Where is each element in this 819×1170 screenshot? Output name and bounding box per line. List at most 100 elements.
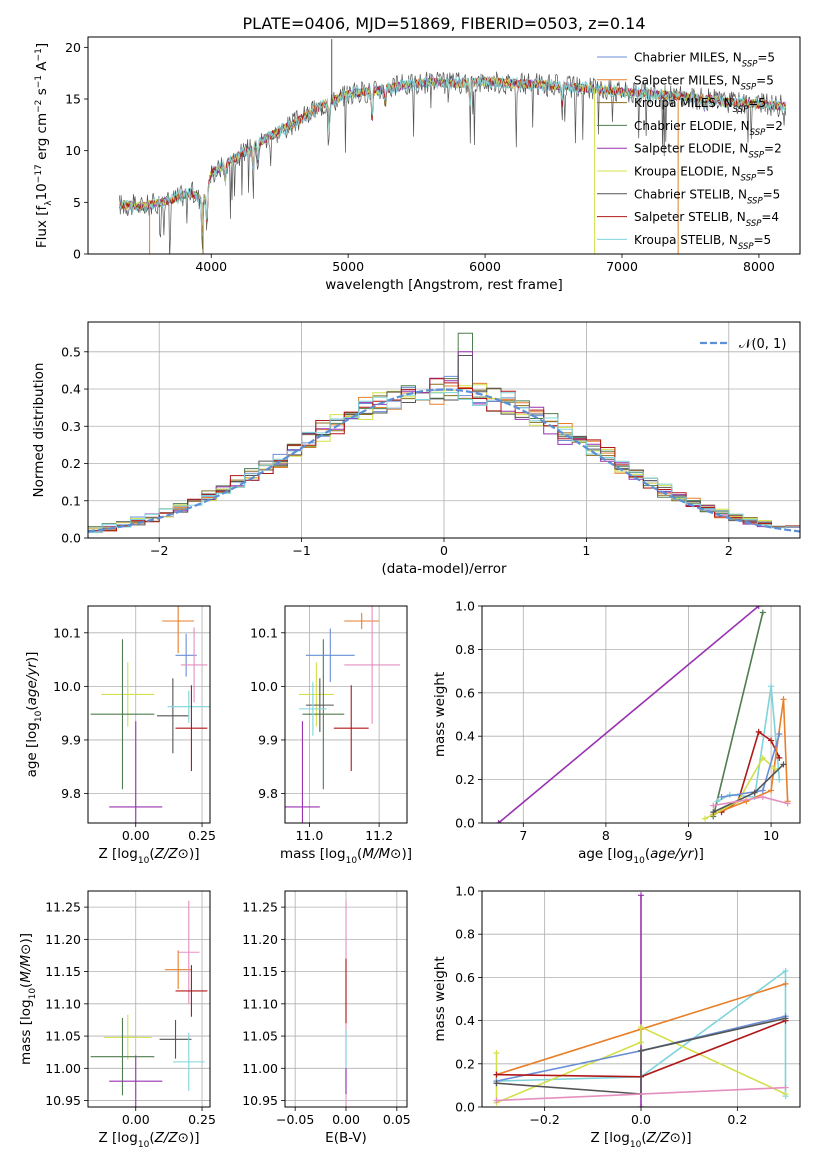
legend-label: Chabrier MILES, NSSP=5 xyxy=(634,51,775,70)
x-tick-label: 1 xyxy=(582,543,590,558)
x-tick-label: 0.2 xyxy=(727,1112,747,1127)
data-point xyxy=(768,737,775,744)
grid-layer xyxy=(285,606,407,823)
x-axis-label: Z [log10(Z/Z⊙)] xyxy=(98,846,199,866)
data-point xyxy=(638,1047,644,1054)
x-tick-label: −1 xyxy=(292,543,310,558)
x-tick-label: 0.00 xyxy=(332,1112,360,1127)
x-tick-label: 2 xyxy=(725,543,733,558)
y-tick-label: 11.05 xyxy=(45,1029,81,1044)
data-point xyxy=(776,731,783,738)
x-tick-label: 0.0 xyxy=(631,1112,651,1127)
y-tick-label: 11.20 xyxy=(242,932,278,947)
y-tick-label: 10.95 xyxy=(242,1093,278,1108)
axes-frame xyxy=(87,605,211,824)
x-axis-label: wavelength [Angstrom, rest frame] xyxy=(325,277,563,293)
series-line xyxy=(712,612,764,817)
x-tick-label: 11.2 xyxy=(365,828,393,843)
x-axis-label: E(B-V) xyxy=(325,1130,367,1146)
panel-age-vs-mass: 11.0 11.2 9.8 9.9 10.0 10.1 mass [log10(M/M⊙)] xyxy=(250,605,412,866)
y-tick-label: 0.4 xyxy=(455,729,475,744)
y-axis-label: mass weight xyxy=(432,956,448,1041)
data-point xyxy=(493,1097,500,1104)
axes-frame xyxy=(284,890,408,1108)
y-tick-label: 0.4 xyxy=(61,382,81,397)
x-tick-label: 0.00 xyxy=(122,1112,150,1127)
data-point xyxy=(780,761,787,768)
y-tick-label: 0.3 xyxy=(61,419,81,434)
y-tick-label: 0.0 xyxy=(455,1100,475,1115)
histogram-kroupa-stelib xyxy=(88,392,800,534)
y-tick-label: 9.9 xyxy=(61,732,81,747)
series-line xyxy=(496,969,787,1097)
data-point xyxy=(776,754,783,761)
panel-residuals: −2 −1 0 1 2 0.0 0.1 0.2 0.3 0.4 0.5 (data-model)/er… xyxy=(31,321,801,577)
x-tick-label: 11.0 xyxy=(295,828,323,843)
y-tick-label: 0.5 xyxy=(61,344,81,359)
x-tick-label: −0.05 xyxy=(276,1112,314,1127)
data-point xyxy=(782,1084,789,1091)
data-point xyxy=(495,820,502,823)
x-tick-label: 7 xyxy=(519,828,527,843)
legend-label: Kroupa MILES, NSSP=5 xyxy=(634,96,766,115)
data-point xyxy=(638,1039,644,1046)
y-tick-label: 5 xyxy=(73,195,81,210)
data-point xyxy=(710,809,717,816)
data-point xyxy=(755,728,762,735)
legend-label: Chabrier STELIB, NSSP=5 xyxy=(634,187,780,206)
y-tick-label: 10.1 xyxy=(250,625,278,640)
panel-mass-vs-EBV: −0.05 0.00 0.05 10.95 11.00 11.05 11.10 11.15 11… xyxy=(242,890,411,1146)
axes-frame xyxy=(284,605,408,824)
grid-layer xyxy=(482,605,800,824)
y-tick-label: 0.8 xyxy=(455,642,475,657)
axes-frame xyxy=(87,321,801,539)
legend-label: 𝒩(0, 1) xyxy=(739,337,786,352)
y-tick-label: 10.0 xyxy=(250,679,278,694)
data-point xyxy=(772,765,779,772)
data-point xyxy=(493,1050,500,1056)
plot-area xyxy=(90,606,210,823)
y-tick-label: 0.6 xyxy=(455,970,475,985)
data-point xyxy=(718,793,725,800)
y-tick-label: 0.2 xyxy=(455,1056,475,1071)
y-tick-label: 0.1 xyxy=(61,493,81,508)
y-tick-label: 9.9 xyxy=(258,732,278,747)
x-axis-label: Z [log10(Z/Z⊙)] xyxy=(98,1130,199,1150)
plot-area xyxy=(90,900,208,1107)
y-tick-label: 0.0 xyxy=(61,531,81,546)
axes-frame xyxy=(481,890,801,1108)
x-tick-label: 0.05 xyxy=(383,1112,411,1127)
y-tick-label: 10.95 xyxy=(45,1093,81,1108)
axes-frame xyxy=(87,890,211,1108)
y-tick-label: 11.25 xyxy=(45,900,81,915)
y-tick-label: 10.0 xyxy=(53,679,81,694)
y-tick-label: 10.1 xyxy=(53,625,81,640)
y-tick-label: 0.8 xyxy=(455,927,475,942)
data-point xyxy=(782,1091,789,1098)
panel-spectrum: 4000 5000 6000 7000 8000 0 5 10 15 20 wavelength [… xyxy=(34,36,801,293)
y-axis-label: mass weight xyxy=(432,672,448,757)
x-tick-label: 0.25 xyxy=(188,828,216,843)
legend-label: Kroupa ELODIE, NSSP=5 xyxy=(634,165,774,184)
plot-area xyxy=(493,892,789,1107)
x-tick-label: 6000 xyxy=(469,259,501,274)
data-point xyxy=(755,606,762,609)
y-tick-label: 0.4 xyxy=(455,1013,475,1028)
x-tick-label: 7000 xyxy=(606,259,638,274)
data-point xyxy=(638,892,644,899)
data-point xyxy=(768,787,775,794)
data-point xyxy=(759,793,766,800)
plot-area xyxy=(285,606,401,823)
y-tick-label: 11.25 xyxy=(242,900,278,915)
y-tick-label: 0.6 xyxy=(455,685,475,700)
y-tick-label: 0.0 xyxy=(455,816,475,831)
y-tick-label: 11.15 xyxy=(45,964,81,979)
y-tick-label: 11.00 xyxy=(45,1061,81,1076)
panel-age-vs-Z: 0.00 0.25 9.8 9.9 10.0 10.1 Z [log10(Z/Z⊙)] age… xyxy=(24,605,216,866)
data-point xyxy=(493,1080,500,1087)
axes-frame xyxy=(481,605,801,824)
histogram-salpeter-stelib xyxy=(88,378,800,532)
x-tick-label: −0.2 xyxy=(529,1112,559,1127)
spectrum-line xyxy=(119,75,786,237)
